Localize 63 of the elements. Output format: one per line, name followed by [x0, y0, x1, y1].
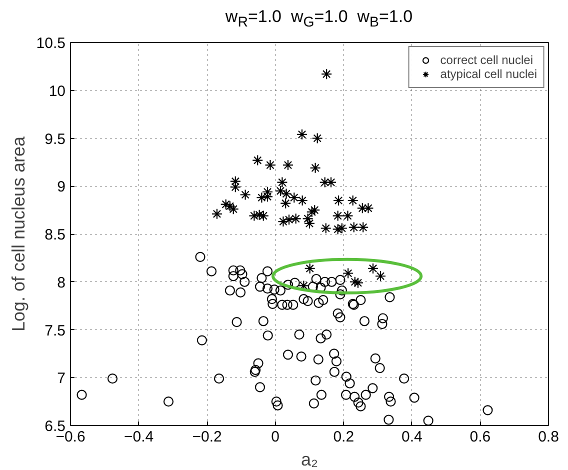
x-tick-label: 0 — [271, 428, 280, 446]
point — [262, 186, 274, 198]
point — [358, 222, 369, 233]
point — [304, 218, 316, 230]
point — [228, 204, 239, 215]
chart-title: w$_{R}$=1.0 w$_{G}$=1.0 w$_{B}$=1.0 — [225, 6, 413, 32]
point — [367, 262, 379, 274]
point — [220, 198, 232, 210]
point — [211, 208, 223, 220]
point — [258, 210, 269, 222]
point — [280, 198, 292, 209]
point — [224, 200, 236, 212]
legend-label: atypical cell nuclei — [440, 67, 537, 81]
point — [347, 194, 358, 206]
legend-label: correct cell nuclei — [440, 53, 533, 67]
point — [332, 194, 344, 206]
y-axis-title: Log. of cell nucleus area — [8, 135, 28, 332]
y-tick-label: 7.5 — [44, 322, 66, 340]
point — [348, 222, 360, 233]
point — [302, 213, 314, 224]
point — [290, 213, 302, 224]
y-tick-label: 8.5 — [44, 226, 66, 244]
x-tick-label: 0.2 — [333, 428, 354, 446]
y-tick-label: 7 — [57, 370, 66, 388]
point — [276, 176, 288, 188]
point — [321, 68, 332, 80]
point — [240, 189, 251, 200]
point — [306, 206, 318, 218]
point — [288, 192, 300, 204]
point — [342, 210, 354, 222]
point — [264, 160, 276, 171]
point — [336, 222, 348, 234]
y-tick-label: 8 — [57, 274, 66, 292]
point — [352, 277, 364, 288]
point — [252, 154, 264, 166]
y-tick-label: 10 — [48, 82, 66, 100]
point — [349, 276, 360, 288]
point — [230, 182, 241, 193]
y-tick-label: 6.5 — [44, 418, 66, 435]
x-tick-label: −0.2 — [192, 428, 222, 446]
point — [296, 128, 308, 140]
point — [310, 162, 321, 174]
x-tick-label: 0.6 — [470, 428, 491, 446]
point — [280, 188, 292, 200]
y-tick-label: 10.5 — [36, 35, 66, 52]
x-tick-label: −0.4 — [124, 428, 154, 446]
y-tick-label: 9 — [57, 178, 66, 196]
x-tick-label: 0.4 — [402, 428, 422, 446]
y-tick-label: 9.5 — [44, 130, 66, 148]
point — [332, 210, 344, 222]
point — [342, 268, 354, 279]
point — [282, 160, 294, 171]
point — [304, 262, 316, 274]
point — [312, 132, 323, 144]
point — [332, 224, 344, 235]
point — [374, 270, 386, 282]
point — [230, 176, 241, 187]
x-tick-label: 0.8 — [538, 428, 559, 446]
point — [296, 194, 308, 206]
point — [309, 204, 320, 216]
point — [274, 185, 286, 196]
point — [320, 222, 332, 234]
x-axis-title: a₂ — [301, 450, 318, 470]
